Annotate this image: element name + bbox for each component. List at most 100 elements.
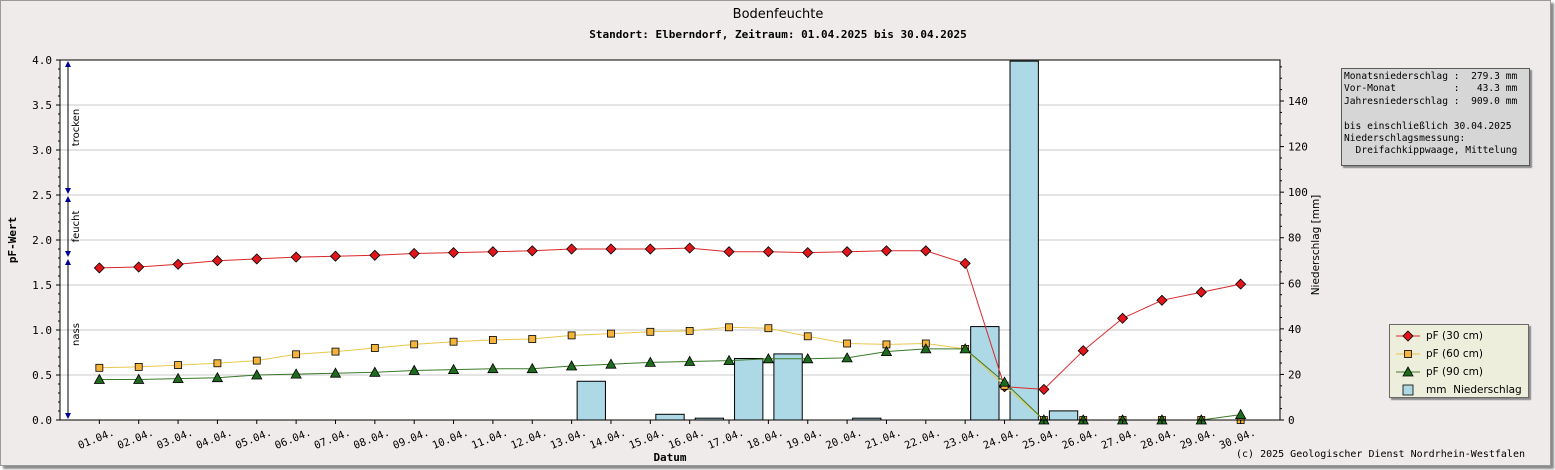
- info-line: Jahresniederschlag : 909.0 mm: [1344, 95, 1518, 107]
- y2-tick-label: 60: [1288, 277, 1301, 290]
- data-point: [93, 262, 105, 274]
- y-axis-label: pF-Wert: [6, 217, 19, 263]
- data-point: [1195, 286, 1207, 298]
- data-point: [762, 246, 774, 258]
- legend-item: pF (60 cm): [1390, 345, 1530, 363]
- arrow-down-icon: [65, 413, 71, 419]
- data-point: [605, 243, 617, 255]
- data-point: [764, 324, 773, 333]
- data-point: [172, 258, 184, 270]
- info-line: Niederschlagsmessung:: [1344, 133, 1466, 145]
- legend-label: mm Niederschlag: [1426, 384, 1522, 396]
- data-point: [408, 364, 420, 375]
- x-tick-label: 14.04.: [588, 427, 628, 452]
- y2-tick-label: 40: [1288, 323, 1301, 336]
- data-point: [528, 335, 537, 343]
- data-point: [959, 257, 971, 269]
- data-point: [410, 340, 419, 349]
- legend-label: pF (90 cm): [1426, 366, 1483, 378]
- data-point: [803, 332, 812, 341]
- x-tick-label: 26.04.: [1060, 427, 1100, 452]
- arrow-up-icon: [65, 196, 71, 202]
- data-point: [290, 251, 302, 263]
- x-tick-label: 17.04.: [706, 427, 746, 452]
- x-tick-label: 03.04.: [155, 427, 195, 452]
- data-point: [685, 326, 694, 335]
- y-tick-label: 1.0: [32, 324, 52, 337]
- data-point: [487, 362, 499, 374]
- data-point: [369, 249, 381, 261]
- y-tick-label: 3.5: [32, 99, 52, 112]
- data-point: [369, 366, 381, 377]
- zone-label: nass: [71, 323, 82, 346]
- data-point: [408, 247, 420, 260]
- y-tick-label: 0.0: [32, 414, 52, 427]
- y2-axis-label: Niederschlag [mm]: [1310, 195, 1322, 296]
- data-point: [526, 245, 538, 257]
- data-point: [292, 350, 301, 359]
- data-point: [998, 376, 1011, 387]
- x-tick-label: 21.04.: [863, 427, 903, 452]
- arrow-up-icon: [65, 259, 71, 265]
- legend-symbol: [1396, 366, 1420, 377]
- x-tick-label: 28.04.: [1139, 427, 1179, 452]
- y-tick-label: 0.5: [32, 369, 52, 382]
- data-point: [329, 250, 342, 262]
- x-tick-label: 18.04.: [745, 427, 785, 452]
- data-point: [252, 356, 261, 365]
- chart-subtitle: Standort: Elberndorf, Zeitraum: 01.04.20…: [589, 28, 967, 41]
- data-point: [567, 331, 576, 340]
- x-tick-label: 09.04.: [391, 427, 431, 452]
- data-point: [1077, 345, 1089, 357]
- precipitation-bar: [773, 353, 803, 421]
- data-point: [1235, 278, 1247, 290]
- data-point: [880, 245, 893, 257]
- legend: pF (30 cm) pF (60 cm) pF (90 cm) mm Nieders…: [1389, 324, 1529, 398]
- precipitation-summary-box: Monatsniederschlag : 279.3 mm Vor-Monat :…: [1341, 68, 1530, 166]
- arrow-down-icon: [65, 251, 71, 257]
- precipitation-bar: [734, 357, 764, 421]
- y-axis-left: 0.0 0.5 1.0 1.5 2.0 2.5 3.0 3.5 4.0: [32, 54, 60, 427]
- y-tick-label: 3.0: [32, 144, 52, 157]
- legend-symbol: [1402, 384, 1414, 396]
- y2-tick-label: 140: [1288, 95, 1308, 108]
- data-point: [251, 369, 263, 380]
- precipitation-bar: [655, 413, 685, 421]
- info-line: bis einschließlich 30.04.2025: [1344, 120, 1512, 132]
- data-point: [172, 372, 184, 384]
- data-point: [920, 343, 932, 354]
- data-point: [1117, 312, 1129, 324]
- data-point: [880, 345, 893, 357]
- data-point: [920, 245, 932, 257]
- y-axis-right: 0 20 40 60 80 100 120 140: [1280, 66, 1308, 427]
- data-point: [725, 323, 733, 332]
- data-point: [95, 363, 104, 372]
- x-tick-label: 05.04.: [234, 427, 274, 452]
- x-tick-label: 07.04.: [313, 427, 353, 452]
- x-tick-label: 11.04.: [470, 427, 510, 452]
- data-point: [211, 371, 224, 383]
- x-tick-label: 12.04.: [509, 427, 549, 452]
- data-point: [841, 246, 853, 258]
- x-tick-label: 16.04.: [667, 427, 707, 452]
- y2-tick-label: 0: [1288, 414, 1295, 427]
- info-line: [1344, 108, 1527, 120]
- data-point: [213, 359, 222, 368]
- x-tick-label: 10.04.: [431, 427, 471, 452]
- data-point: [133, 373, 145, 384]
- copyright-notice: (c) 2025 Geologischer Dienst Nordrhein-W…: [1236, 449, 1525, 460]
- x-tick-label: 08.04.: [352, 427, 392, 452]
- data-point: [211, 255, 223, 267]
- data-point: [762, 352, 775, 364]
- arrow-down-icon: [65, 188, 71, 194]
- x-tick-label: 20.04.: [824, 427, 864, 452]
- y-tick-label: 2.0: [32, 234, 52, 247]
- data-point: [447, 247, 460, 259]
- data-point: [841, 352, 853, 363]
- precipitation-bar: [1048, 410, 1079, 421]
- legend-label: pF (60 cm): [1426, 348, 1483, 360]
- legend-symbol: [1396, 330, 1420, 342]
- data-point: [607, 329, 615, 338]
- data-point: [723, 246, 735, 258]
